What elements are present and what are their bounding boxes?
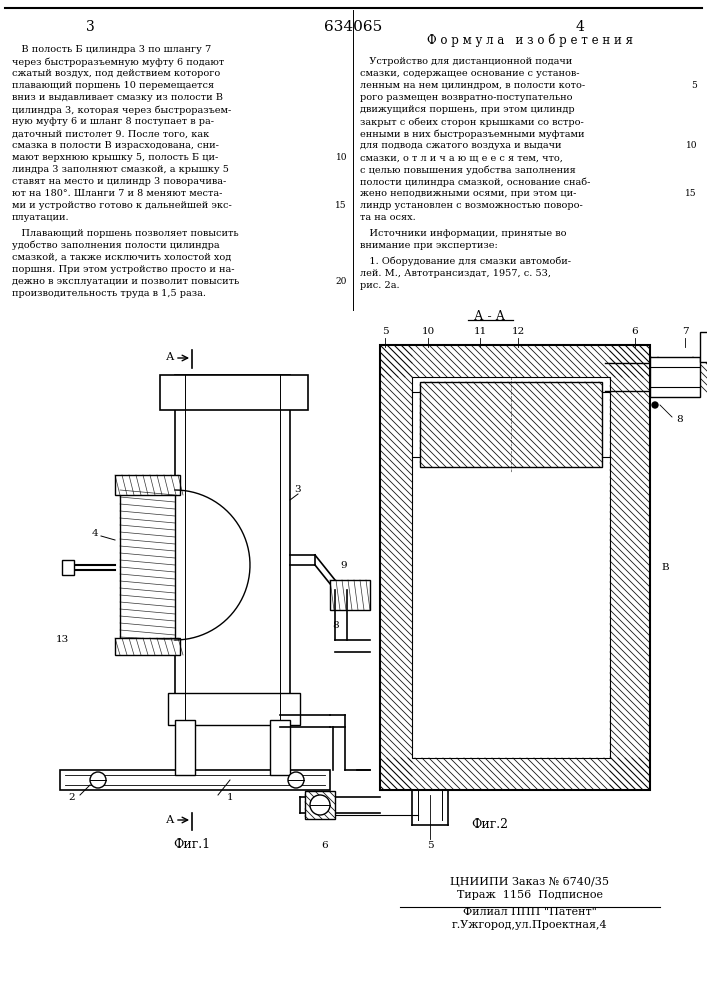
Bar: [115, 638, 180, 655]
Bar: [420, 382, 602, 467]
Text: 1. Оборудование для смазки автомоби-: 1. Оборудование для смазки автомоби-: [360, 256, 571, 266]
Text: закрыт с обеих сторон крышками со встро-: закрыт с обеих сторон крышками со встро-: [360, 117, 584, 127]
Text: 5: 5: [691, 82, 697, 91]
Text: лей. М., Автотрансиздат, 1957, с. 53,: лей. М., Автотрансиздат, 1957, с. 53,: [360, 268, 551, 277]
Bar: [305, 791, 335, 819]
Text: 2: 2: [69, 792, 76, 802]
Text: 9: 9: [340, 560, 346, 570]
Circle shape: [310, 795, 330, 815]
Text: ют на 180°. Шланги 7 и 8 меняют места-: ют на 180°. Шланги 7 и 8 меняют места-: [12, 190, 223, 198]
Text: Филиал ППП "Патент": Филиал ППП "Патент": [463, 907, 597, 917]
Text: линдра 3 заполняют смазкой, а крышку 5: линдра 3 заполняют смазкой, а крышку 5: [12, 165, 229, 174]
Bar: [115, 475, 180, 495]
Text: 12: 12: [511, 326, 525, 336]
Bar: [700, 332, 707, 362]
Bar: [120, 490, 175, 640]
Text: Источники информации, принятые во: Источники информации, принятые во: [360, 230, 566, 238]
Text: ми и устройство готово к дальнейшей экс-: ми и устройство готово к дальнейшей экс-: [12, 202, 232, 211]
Text: 8: 8: [677, 416, 683, 424]
Text: ленным на нем цилиндром, в полости кото-: ленным на нем цилиндром, в полости кото-: [360, 82, 585, 91]
Text: Фиг.1: Фиг.1: [173, 838, 211, 852]
Text: Б: Б: [586, 392, 594, 401]
Text: енными в них быстроразъемными муфтами: енными в них быстроразъемными муфтами: [360, 129, 585, 139]
Text: смазки, содержащее основание с установ-: смазки, содержащее основание с установ-: [360, 70, 580, 79]
Text: плуатации.: плуатации.: [12, 214, 69, 223]
Bar: [62, 560, 74, 575]
Bar: [412, 377, 610, 758]
Bar: [160, 375, 308, 410]
Bar: [330, 580, 370, 610]
Text: мают верхнюю крышку 5, полость Б ци-: мают верхнюю крышку 5, полость Б ци-: [12, 153, 218, 162]
Text: 1: 1: [227, 792, 233, 802]
Text: А: А: [166, 352, 174, 362]
Text: 6: 6: [322, 840, 328, 850]
Text: 10: 10: [336, 153, 347, 162]
Text: 10: 10: [421, 326, 435, 336]
Text: даточный пистолет 9. После того, как: даточный пистолет 9. После того, как: [12, 129, 209, 138]
Text: 15: 15: [335, 202, 347, 211]
Text: Устройство для дистанционной подачи: Устройство для дистанционной подачи: [360, 57, 572, 66]
Text: поршня. При этом устройство просто и на-: поршня. При этом устройство просто и на-: [12, 264, 235, 273]
Text: дежно в эксплуатации и позволит повысить: дежно в эксплуатации и позволит повысить: [12, 276, 239, 286]
Text: 7: 7: [682, 326, 689, 336]
Text: удобство заполнения полости цилиндра: удобство заполнения полости цилиндра: [12, 240, 220, 250]
Circle shape: [652, 402, 658, 408]
Text: производительность труда в 1,5 раза.: производительность труда в 1,5 раза.: [12, 288, 206, 298]
Text: 13: 13: [55, 636, 69, 645]
Bar: [175, 720, 195, 775]
Bar: [168, 693, 300, 725]
Text: ставят на место и цилиндр 3 поворачива-: ставят на место и цилиндр 3 поворачива-: [12, 178, 226, 186]
Text: А: А: [166, 815, 174, 825]
Text: В полость Б цилиндра 3 по шлангу 7: В полость Б цилиндра 3 по шлангу 7: [12, 45, 211, 54]
Bar: [650, 357, 700, 397]
Text: вниз и выдавливает смазку из полости В: вниз и выдавливает смазку из полости В: [12, 94, 223, 103]
Bar: [60, 770, 330, 790]
Text: Ф о р м у л а   и з о б р е т е н и я: Ф о р м у л а и з о б р е т е н и я: [427, 33, 633, 47]
Text: движущийся поршень, при этом цилиндр: движущийся поршень, при этом цилиндр: [360, 105, 575, 114]
Text: 11: 11: [474, 326, 486, 336]
Text: 5: 5: [382, 326, 388, 336]
Text: смазкой, а также исключить холостой ход: смазкой, а также исключить холостой ход: [12, 252, 231, 261]
Text: плавающий поршень 10 перемещается: плавающий поршень 10 перемещается: [12, 82, 214, 91]
Text: цилиндра 3, которая через быстроразъем-: цилиндра 3, которая через быстроразъем-: [12, 105, 231, 115]
Text: 10: 10: [686, 141, 697, 150]
Text: 8: 8: [332, 620, 339, 630]
Text: смазки, о т л и ч а ю щ е е с я тем, что,: смазки, о т л и ч а ю щ е е с я тем, что…: [360, 153, 563, 162]
Text: внимание при экспертизе:: внимание при экспертизе:: [360, 241, 498, 250]
Text: Тираж  1156  Подписное: Тираж 1156 Подписное: [457, 890, 603, 900]
Text: смазка в полости В израсходована, сни-: смазка в полости В израсходована, сни-: [12, 141, 219, 150]
Text: рого размещен возвратно-поступательно: рого размещен возвратно-поступательно: [360, 94, 573, 103]
Circle shape: [90, 772, 106, 788]
Text: через быстроразъемную муфту 6 подают: через быстроразъемную муфту 6 подают: [12, 57, 224, 67]
Text: 5: 5: [427, 840, 433, 850]
Text: 15: 15: [685, 190, 697, 198]
Text: Плавающий поршень позволяет повысить: Плавающий поршень позволяет повысить: [12, 229, 239, 237]
Bar: [380, 345, 650, 790]
Text: 6: 6: [631, 326, 638, 336]
Text: ную муфту 6 и шланг 8 поступает в ра-: ную муфту 6 и шланг 8 поступает в ра-: [12, 117, 214, 126]
Bar: [175, 375, 290, 720]
Text: 634065: 634065: [324, 20, 382, 34]
Text: 4: 4: [92, 528, 98, 538]
Text: 20: 20: [336, 276, 347, 286]
Text: 4: 4: [575, 20, 585, 34]
Text: 3: 3: [295, 486, 301, 494]
Circle shape: [288, 772, 304, 788]
Text: для подвода сжатого воздуха и выдачи: для подвода сжатого воздуха и выдачи: [360, 141, 561, 150]
Text: та на осях.: та на осях.: [360, 214, 416, 223]
Text: г.Ужгород,ул.Проектная,4: г.Ужгород,ул.Проектная,4: [452, 920, 608, 930]
Text: рис. 2а.: рис. 2а.: [360, 280, 399, 290]
Text: с целью повышения удобства заполнения: с целью повышения удобства заполнения: [360, 165, 575, 175]
Text: В: В: [661, 562, 669, 572]
Text: сжатый воздух, под действием которого: сжатый воздух, под действием которого: [12, 70, 221, 79]
Text: Фиг.2: Фиг.2: [472, 818, 508, 832]
Text: жено неподвижными осями, при этом ци-: жено неподвижными осями, при этом ци-: [360, 190, 576, 198]
Text: линдр установлен с возможностью поворо-: линдр установлен с возможностью поворо-: [360, 202, 583, 211]
Text: полости цилиндра смазкой, основание снаб-: полости цилиндра смазкой, основание снаб…: [360, 177, 590, 187]
Text: ЦНИИПИ Заказ № 6740/35: ЦНИИПИ Заказ № 6740/35: [450, 877, 609, 887]
Text: А - А: А - А: [474, 310, 506, 322]
Bar: [270, 720, 290, 775]
Text: 3: 3: [86, 20, 94, 34]
